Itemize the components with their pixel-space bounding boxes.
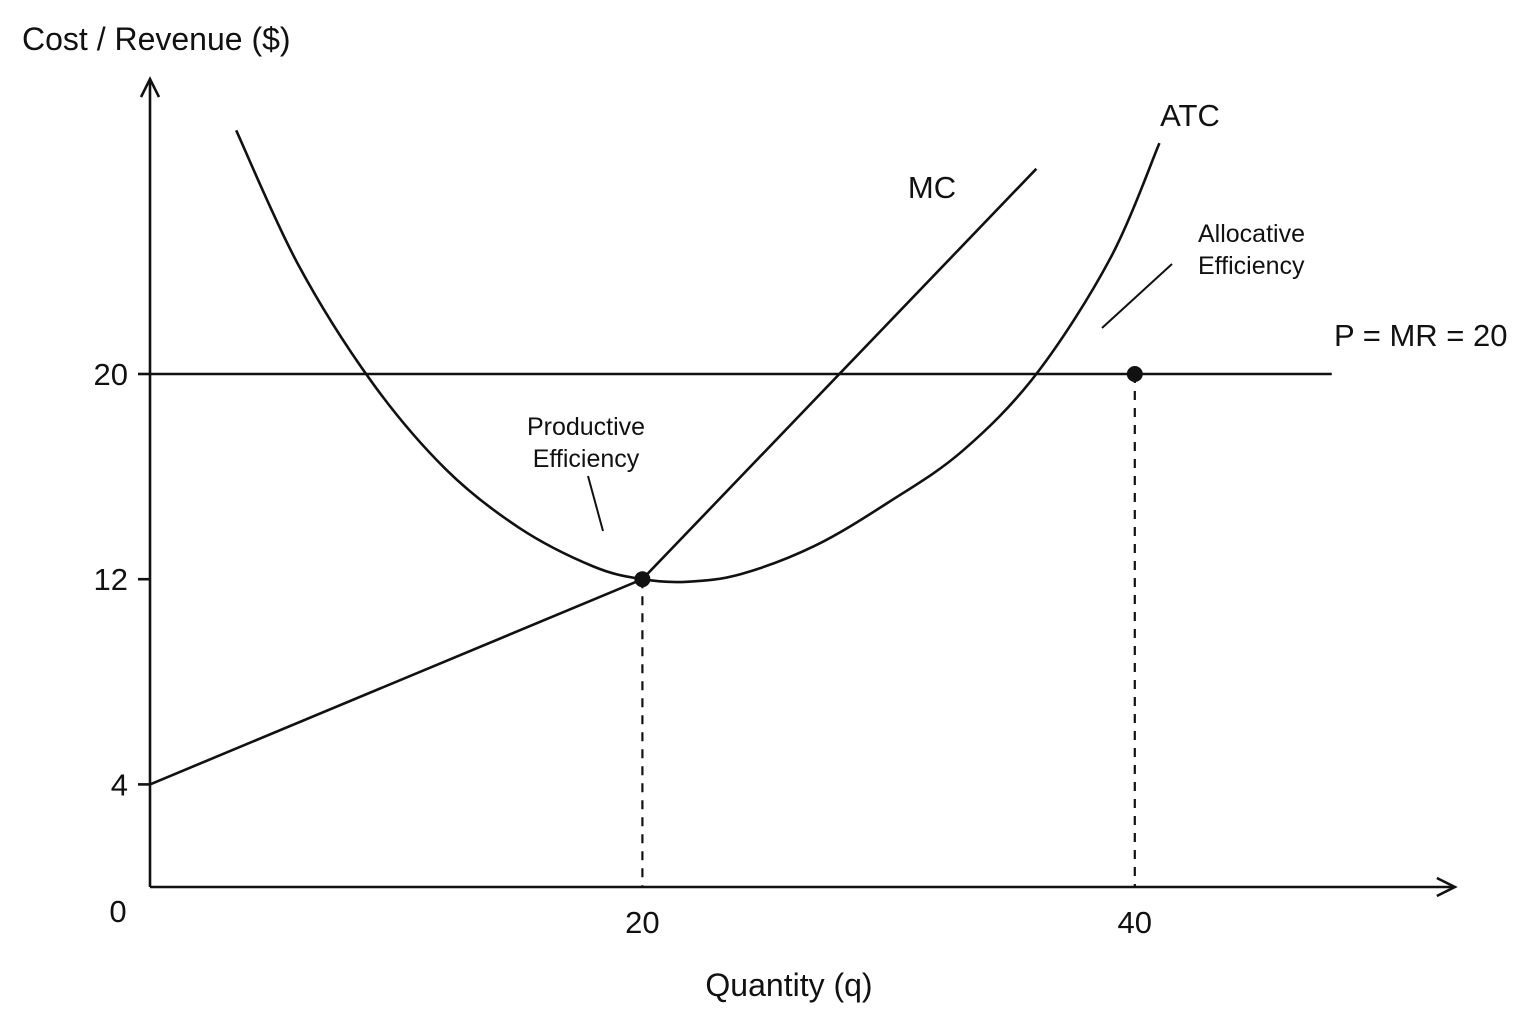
allocative-efficiency-point xyxy=(1126,366,1143,382)
atc-curve xyxy=(234,129,1161,584)
ticks: 4 12 20 20 40 xyxy=(94,357,1153,940)
price-line-label: P = MR = 20 xyxy=(1334,318,1507,353)
allocative-efficiency-label-line2: Efficiency xyxy=(1198,252,1305,280)
y-tick-label: 12 xyxy=(94,562,128,597)
y-tick-label: 20 xyxy=(94,357,128,392)
points xyxy=(634,366,1143,588)
allocative-efficiency-label-line1: Allocative xyxy=(1198,220,1305,248)
atc-label: ATC xyxy=(1160,98,1220,133)
origin-label: 0 xyxy=(109,894,126,929)
y-axis-arrow xyxy=(139,76,161,98)
productive-efficiency-label-line1: Productive xyxy=(527,413,645,441)
y-tick-label: 4 xyxy=(111,767,128,802)
mc-curve xyxy=(149,167,1038,786)
productive-efficiency-label-line2: Efficiency xyxy=(533,445,640,473)
y-axis-title: Cost / Revenue ($) xyxy=(22,21,291,57)
x-axis-title: Quantity (q) xyxy=(705,967,872,1003)
mc-label: MC xyxy=(908,170,956,205)
x-axis-arrow xyxy=(1436,876,1458,898)
guide-lines xyxy=(641,374,1136,887)
x-tick-label: 40 xyxy=(1118,905,1152,940)
x-tick-label: 20 xyxy=(625,905,659,940)
series xyxy=(149,129,1332,786)
productive-efficiency-pointer xyxy=(587,475,604,532)
allocative-efficiency-pointer xyxy=(1101,263,1173,329)
productive-efficiency-point xyxy=(634,571,651,588)
